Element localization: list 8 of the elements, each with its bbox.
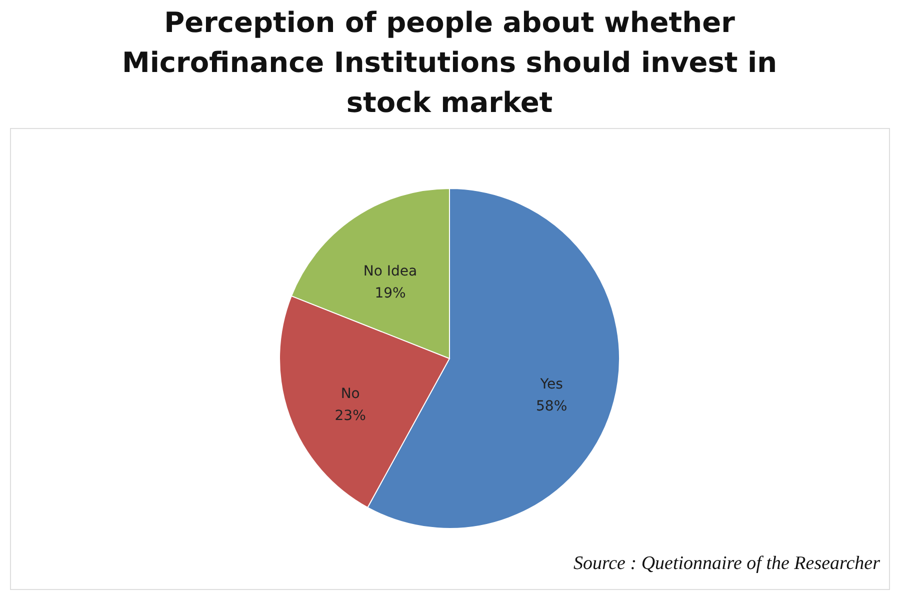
slice-label: Yes <box>539 376 563 393</box>
data-label: 19% <box>374 285 406 302</box>
chart-title: Perception of people about whether Microfinance Institutions should invest in stock market <box>122 6 778 119</box>
slice-label: No Idea <box>363 263 418 280</box>
source-note: Source : Quetionnaire of the Researcher <box>573 553 881 574</box>
data-label: 58% <box>536 398 568 415</box>
data-label: 23% <box>334 408 366 424</box>
slice-label: No <box>340 386 360 402</box>
